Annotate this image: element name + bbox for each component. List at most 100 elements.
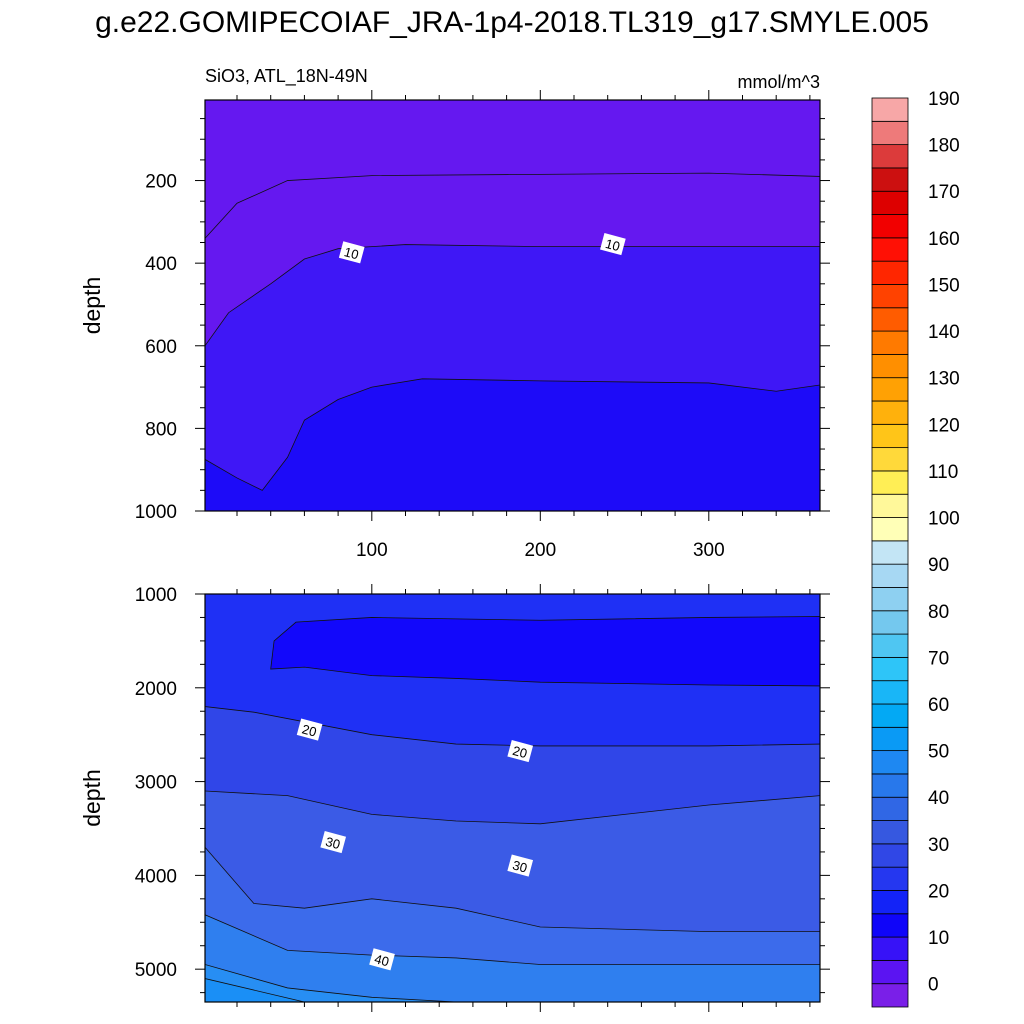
colorbar-swatch bbox=[871, 796, 909, 821]
colorbar-label: 20 bbox=[928, 881, 949, 902]
contour-label-text: 30 bbox=[324, 834, 342, 852]
colorbar-label: 170 bbox=[928, 182, 960, 203]
contour-line-5 bbox=[205, 244, 820, 347]
colorbar-swatch bbox=[871, 656, 909, 682]
colorbar-swatch bbox=[871, 703, 909, 728]
y-tick-label: 5000 bbox=[135, 960, 177, 981]
colorbar-swatch bbox=[871, 307, 909, 332]
plot-area bbox=[205, 594, 820, 1002]
colorbar-swatch bbox=[871, 260, 909, 285]
contour-label: 30 bbox=[507, 854, 534, 877]
y-tick-label: 4000 bbox=[135, 866, 177, 887]
colorbar-swatch bbox=[871, 237, 909, 262]
colorbar-label: 110 bbox=[928, 462, 958, 483]
contour-label-text: 10 bbox=[604, 236, 622, 254]
colorbar-swatch bbox=[871, 517, 909, 542]
colorbar-swatch bbox=[871, 866, 909, 891]
colorbar-label: 130 bbox=[928, 369, 960, 390]
contour-label-box bbox=[600, 233, 626, 256]
colorbar-label: 70 bbox=[928, 648, 949, 669]
colorbar-label: 140 bbox=[928, 322, 960, 343]
top-contour-panel: 100 200 300 200 400 600 800 1000 depth SiO3, ATL_… bbox=[79, 66, 830, 561]
colorbar-swatch bbox=[871, 353, 909, 379]
colorbar-label: 150 bbox=[928, 275, 960, 296]
colorbar-swatch bbox=[871, 470, 909, 495]
colorbar-swatch bbox=[871, 97, 909, 122]
units-label: mmol/m^3 bbox=[738, 72, 820, 92]
colorbar-swatch bbox=[871, 447, 909, 472]
colorbar-swatch bbox=[871, 587, 909, 612]
y-axis-label: depth bbox=[79, 277, 105, 335]
x-tick-label: 300 bbox=[693, 540, 725, 561]
colorbar-label: 30 bbox=[928, 835, 949, 856]
contour-label-text: 40 bbox=[373, 951, 391, 969]
colorbar-swatch bbox=[871, 493, 909, 518]
contour-label-box bbox=[507, 854, 534, 877]
colorbar-swatch bbox=[871, 773, 909, 798]
colorbar-swatch bbox=[871, 563, 909, 588]
colorbar-swatch bbox=[871, 400, 909, 425]
contour-line-10 bbox=[205, 378, 820, 491]
y-tick-label: 3000 bbox=[135, 773, 177, 794]
plot-frame bbox=[204, 593, 821, 1003]
contour-label: 20 bbox=[296, 718, 323, 741]
x-tick-label: 100 bbox=[356, 540, 388, 561]
contour-line-25 bbox=[205, 790, 820, 825]
plot-frame bbox=[204, 99, 821, 512]
colorbar-swatch bbox=[871, 190, 909, 215]
colorbar-swatch bbox=[871, 144, 909, 169]
colorbar-label: 120 bbox=[928, 415, 960, 436]
colorbar-swatch bbox=[871, 610, 909, 635]
colorbar-swatch bbox=[871, 983, 909, 1008]
contour-line-30 bbox=[205, 846, 820, 933]
contour-label: 10 bbox=[338, 241, 365, 264]
y-tick-label: 400 bbox=[145, 254, 177, 275]
contour-label: 30 bbox=[320, 831, 347, 854]
colorbar-swatch bbox=[871, 423, 909, 449]
colorbar-swatch bbox=[871, 890, 909, 915]
colorbar-label: 160 bbox=[928, 229, 960, 250]
contour-label-box bbox=[369, 948, 395, 971]
contour-line-40 bbox=[205, 964, 457, 1002]
contour-label-text: 20 bbox=[300, 721, 318, 739]
contour-label-box bbox=[320, 831, 347, 854]
y-tick-label: 2000 bbox=[135, 679, 177, 700]
colorbar-swatch bbox=[871, 120, 909, 146]
colorbar-swatch bbox=[871, 750, 909, 775]
colorbar-label: 40 bbox=[928, 788, 949, 809]
y-tick-label: 1000 bbox=[135, 585, 177, 606]
contour-band-10-15 bbox=[270, 616, 820, 687]
colorbar-label: 50 bbox=[928, 742, 949, 763]
y-tick-label: 800 bbox=[145, 419, 177, 440]
colorbar-swatch bbox=[871, 820, 909, 845]
contour-band-35-40 bbox=[205, 914, 820, 1002]
colorbar-swatch bbox=[871, 913, 909, 938]
contour-label-box bbox=[507, 740, 534, 763]
colorbar-swatch bbox=[871, 843, 909, 868]
colorbar-swatch bbox=[871, 540, 909, 565]
colorbar-label: 60 bbox=[928, 695, 949, 716]
y-tick-label: 1000 bbox=[135, 502, 177, 523]
contour-band-10-15 bbox=[205, 378, 820, 511]
colorbar-label: 80 bbox=[928, 602, 949, 623]
colorbar-label: 100 bbox=[928, 509, 960, 530]
contour-line-0 bbox=[205, 172, 820, 239]
y-tick-label: 600 bbox=[145, 337, 177, 358]
contour-label: 10 bbox=[600, 233, 626, 256]
x-tick-label: 200 bbox=[524, 540, 556, 561]
plot-area bbox=[205, 100, 820, 511]
colorbar-swatch bbox=[871, 936, 909, 961]
page-title: g.e22.GOMIPECOIAF_JRA-1p4-2018.TL319_g17… bbox=[95, 6, 929, 39]
colorbar-swatch bbox=[871, 330, 909, 355]
colorbar-label: 0 bbox=[928, 975, 939, 996]
y-axis-label: depth bbox=[79, 769, 105, 827]
contour-label: 20 bbox=[507, 740, 534, 763]
contour-label-text: 20 bbox=[511, 743, 529, 761]
contour-line-35 bbox=[205, 914, 820, 965]
contour-band-45-50 bbox=[205, 978, 820, 1002]
colorbar: 0 10 20 30 40 50 60 70 80 90 100 110 120 130 140 150 160… bbox=[871, 89, 960, 1008]
colorbar-label: 90 bbox=[928, 555, 949, 576]
colorbar-label: 190 bbox=[928, 89, 960, 110]
contour-line-45 bbox=[205, 978, 305, 1002]
